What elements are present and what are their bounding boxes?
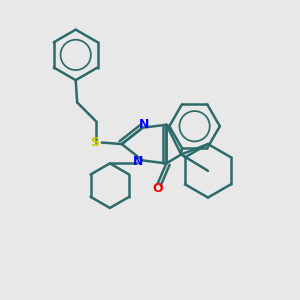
Text: O: O <box>152 182 163 195</box>
Text: N: N <box>133 155 143 168</box>
Text: N: N <box>139 118 149 131</box>
Text: S: S <box>91 136 100 149</box>
